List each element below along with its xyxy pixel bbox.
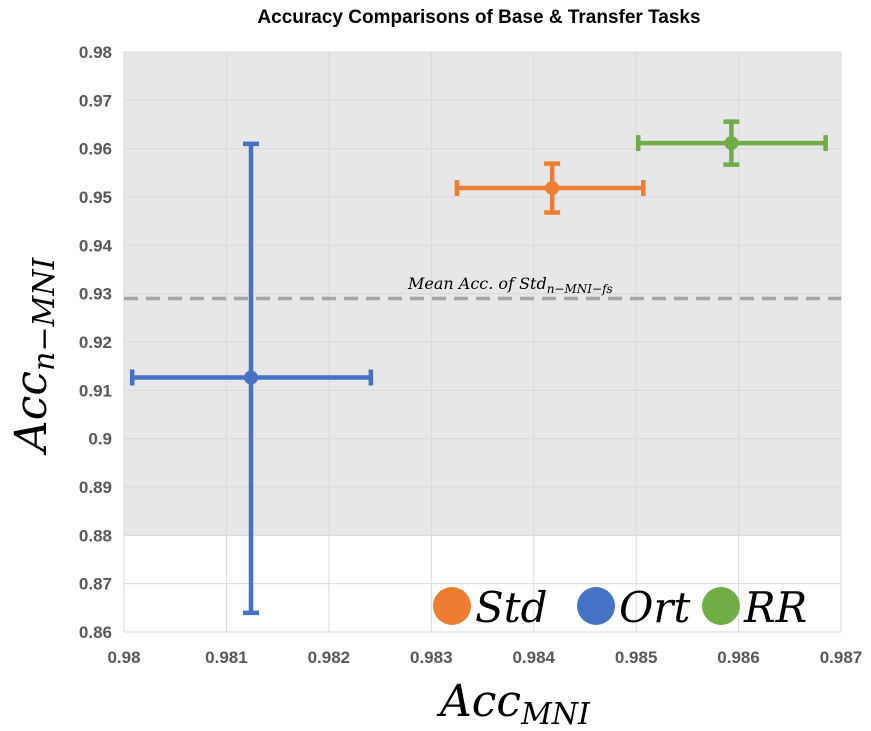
point-rr: [724, 136, 739, 151]
legend-label-std: Std: [475, 583, 548, 632]
legend-label-rr: RR: [743, 583, 807, 632]
x-tick-label-4: 0.984: [512, 648, 555, 667]
series-std: [454, 161, 646, 215]
x-tick-label-3: 0.983: [410, 648, 453, 667]
reference-line-label: Mean Acc. of Stdn−MNI−fs: [407, 274, 613, 296]
legend-marker-rr: [702, 587, 740, 625]
series-rr: [635, 119, 828, 167]
y-tick-label-0: 0.86: [79, 623, 112, 642]
point-ort: [244, 370, 259, 385]
x-tick-label-2: 0.982: [308, 648, 351, 667]
x-tick-label-0: 0.98: [107, 648, 140, 667]
x-axis-label: AccMNI: [436, 676, 591, 731]
plot-border: [123, 51, 842, 633]
chart-title: Accuracy Comparisons of Base & Transfer …: [257, 7, 700, 28]
y-tick-label-10: 0.96: [79, 140, 112, 159]
x-tick-label-6: 0.986: [717, 648, 760, 667]
x-tick-label-7: 0.987: [820, 648, 863, 667]
y-tick-label-7: 0.93: [79, 285, 112, 304]
y-axis-label: Accn−MNI: [6, 257, 62, 456]
legend-marker-std: [433, 587, 471, 625]
legend: Std Ort RR: [433, 583, 807, 632]
y-tick-label-9: 0.95: [79, 188, 112, 207]
y-tick-label-8: 0.94: [79, 236, 113, 255]
x-tick-label-5: 0.985: [615, 648, 658, 667]
y-tick-label-12: 0.98: [79, 43, 112, 62]
x-tick-label-1: 0.981: [205, 648, 248, 667]
y-tick-labels: 0.86 0.87 0.88 0.89 0.9 0.91 0.92 0.93 0.94 0.95 0…: [79, 43, 113, 642]
legend-marker-ort: [577, 587, 615, 625]
y-tick-label-4: 0.9: [88, 430, 112, 449]
legend-label-ort: Ort: [619, 583, 691, 632]
point-std: [545, 181, 560, 196]
x-tick-labels: 0.98 0.981 0.982 0.983 0.984 0.985 0.986 0.987: [107, 648, 862, 667]
y-tick-label-1: 0.87: [79, 575, 112, 594]
y-tick-label-6: 0.92: [79, 333, 112, 352]
y-tick-label-5: 0.91: [79, 381, 112, 400]
series-group: [129, 119, 828, 616]
y-tick-label-3: 0.89: [79, 478, 112, 497]
series-ort: [129, 141, 374, 616]
y-tick-label-11: 0.97: [79, 91, 112, 110]
y-tick-label-2: 0.88: [79, 526, 112, 545]
